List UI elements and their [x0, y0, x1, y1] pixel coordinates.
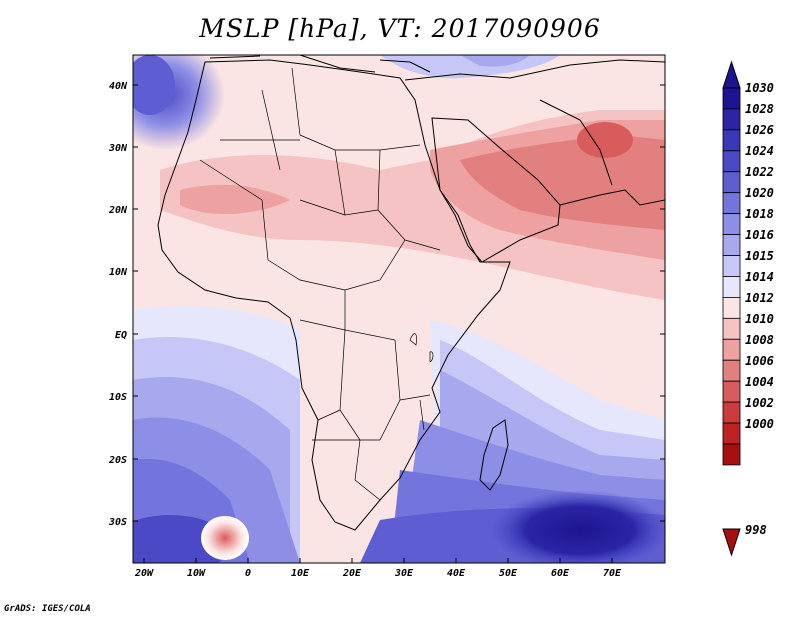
lat-tick: 30S — [108, 517, 665, 528]
colorbar-label: 1030 — [745, 81, 774, 95]
lakes — [409, 333, 434, 431]
lat-label: EQ — [115, 330, 127, 341]
lat-tick: 20N — [108, 205, 665, 216]
colorbar-label: 1006 — [745, 354, 774, 368]
colorbar-swatch — [722, 338, 741, 361]
colorbar-label: 1012 — [745, 291, 774, 305]
colorbar-swatch — [722, 129, 741, 152]
grads-credit: GrADS: IGES/COLA — [4, 604, 91, 614]
colorbar-label: 1026 — [745, 123, 774, 137]
lon-label: 0 — [245, 568, 251, 579]
colorbar-swatches — [722, 87, 741, 466]
lat-label: 20N — [108, 205, 128, 216]
lat-tick: EQ — [115, 330, 665, 341]
colorbar-swatch — [722, 87, 741, 110]
colorbar-swatch — [722, 296, 741, 319]
lat-tick: 30N — [108, 143, 665, 154]
lon-tick: 60E — [551, 558, 570, 579]
colorbar-swatch — [722, 443, 741, 466]
colorbar-swatch — [722, 234, 741, 256]
colorbar-label: 1022 — [745, 165, 774, 179]
colorbar-label: 1010 — [745, 312, 774, 326]
lon-label: 10W — [187, 568, 206, 579]
lon-label: 60E — [551, 568, 570, 579]
colorbar-label: 998 — [745, 523, 767, 537]
colorbar-swatch — [722, 108, 741, 131]
lon-tick: 0 — [245, 558, 251, 579]
lon-label: 20E — [342, 568, 362, 579]
colorbar-swatch — [722, 359, 741, 382]
madagascar-outline — [479, 419, 509, 491]
europe-outline — [209, 55, 431, 73]
lon-tick: 10E — [291, 558, 310, 579]
colorbar-swatch — [722, 422, 741, 445]
colorbar: 1030 1028 1026 1024 1022 1020 1018 1016 … — [722, 60, 774, 557]
coastlines — [157, 55, 665, 531]
lon-label: 50E — [499, 568, 518, 579]
figure-title: MSLP [hPa], VT: 2017090906 — [199, 14, 601, 43]
country-borders — [199, 67, 441, 501]
lon-tick: 20E — [342, 558, 362, 579]
colorbar-label: 1016 — [745, 228, 774, 242]
lon-label: 40E — [447, 568, 466, 579]
lon-label: 30E — [394, 568, 414, 579]
colorbar-label: 1014 — [745, 270, 774, 284]
lat-axis: 40N 30N 20N 10N EQ 10S 20S 30S — [108, 81, 665, 528]
plot-frame — [132, 54, 666, 564]
lon-label: 10E — [291, 568, 310, 579]
colorbar-label: 1004 — [745, 375, 774, 389]
asia-outline — [404, 59, 665, 206]
lat-label: 10N — [109, 267, 128, 278]
colorbar-swatch — [722, 317, 741, 340]
lon-tick: 70E — [603, 558, 622, 579]
lat-label: 30N — [108, 143, 128, 154]
colorbar-labels: 1030 1028 1026 1024 1022 1020 1018 1016 … — [745, 81, 774, 537]
colorbar-swatch — [722, 192, 741, 215]
colorbar-top-arrow — [722, 60, 741, 89]
lat-label: 40N — [109, 81, 128, 92]
lat-tick: 10N — [109, 267, 665, 278]
colorbar-label: 1008 — [745, 333, 774, 347]
lon-tick: 10W — [187, 558, 206, 579]
colorbar-label: 1015 — [745, 249, 774, 263]
lat-label: 30S — [108, 517, 127, 528]
lon-tick: 30E — [394, 558, 414, 579]
colorbar-bottom-arrow — [722, 528, 741, 557]
lon-label: 70E — [603, 568, 622, 579]
colorbar-swatch — [722, 213, 741, 235]
lat-tick: 20S — [108, 455, 665, 466]
lon-tick: 50E — [499, 558, 518, 579]
lon-label: 20W — [134, 568, 154, 579]
arabia-outline — [431, 117, 561, 263]
colorbar-swatch — [722, 255, 741, 277]
colorbar-label: 1018 — [745, 207, 774, 221]
pressure-field — [133, 55, 665, 563]
lat-label: 20S — [108, 455, 127, 466]
colorbar-label: 1028 — [745, 102, 774, 116]
colorbar-swatch — [722, 380, 741, 403]
colorbar-label: 1020 — [745, 186, 774, 200]
lon-tick: 40E — [447, 558, 466, 579]
lon-axis: 20W 10W 0 10E 20E 30E 40E 50E 60E 70E — [134, 558, 622, 579]
lat-tick: 10S — [109, 392, 665, 403]
colorbar-label: 1000 — [745, 417, 774, 431]
lat-label: 10S — [109, 392, 127, 403]
lon-tick: 20W — [134, 558, 154, 579]
colorbar-swatch — [722, 276, 741, 298]
colorbar-swatch — [722, 150, 741, 173]
colorbar-label: 1002 — [745, 396, 774, 410]
colorbar-swatch — [722, 401, 741, 424]
colorbar-swatch — [722, 171, 741, 194]
colorbar-label: 1024 — [745, 144, 774, 158]
lat-tick: 40N — [109, 81, 665, 92]
